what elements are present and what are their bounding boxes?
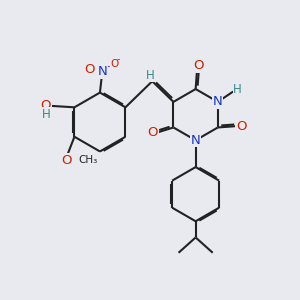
Text: O: O [84, 62, 94, 76]
Text: CH₃: CH₃ [79, 155, 98, 165]
Text: H: H [146, 69, 154, 82]
Text: H: H [41, 108, 50, 121]
Text: N: N [191, 134, 200, 147]
Text: O: O [40, 99, 51, 112]
Text: N: N [98, 65, 107, 78]
Text: O: O [236, 119, 247, 133]
Text: +: + [106, 61, 113, 70]
Text: O: O [110, 59, 119, 69]
Text: O: O [148, 126, 158, 139]
Text: -: - [117, 54, 120, 64]
Text: N: N [213, 95, 223, 108]
Text: O: O [61, 154, 71, 167]
Text: H: H [233, 83, 242, 96]
Text: O: O [193, 59, 203, 72]
